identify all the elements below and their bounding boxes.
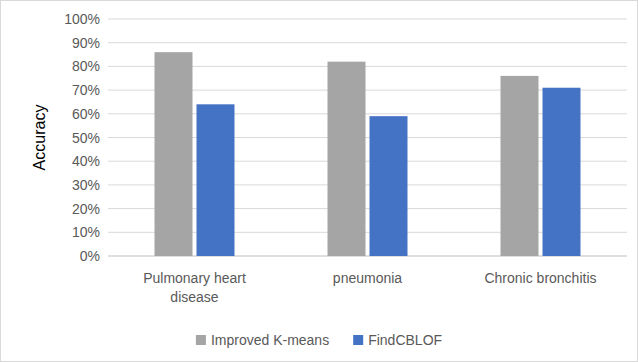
y-tick-label: 90%	[72, 35, 100, 51]
y-tick-label: 100%	[64, 11, 100, 27]
bar	[197, 104, 235, 256]
y-tick-label: 80%	[72, 58, 100, 74]
y-tick-label: 60%	[72, 106, 100, 122]
grid-line	[108, 19, 627, 20]
y-tick-label: 50%	[72, 130, 100, 146]
legend: Improved K-means FindCBLOF	[196, 332, 442, 348]
x-tick-line: disease	[170, 289, 218, 305]
legend-swatch	[353, 335, 363, 345]
y-tick-label: 10%	[72, 224, 100, 240]
bars	[155, 52, 581, 256]
bar	[155, 52, 193, 256]
y-tick-label: 30%	[72, 177, 100, 193]
y-axis-label: Accuracy	[31, 105, 48, 171]
chart-border	[1, 1, 638, 362]
x-tick-line: Pulmonary heart	[143, 270, 246, 286]
x-tick-line: pneumonia	[333, 270, 402, 286]
y-tick-label: 40%	[72, 153, 100, 169]
legend-swatch	[196, 335, 206, 345]
grid-line	[108, 42, 627, 43]
x-tick-line: Chronic bronchitis	[484, 270, 596, 286]
chart: 0% 10% 20% 30% 40% 50% 60% 70% 80% 90% 100% Accurac…	[0, 0, 638, 362]
bar	[543, 88, 581, 256]
y-tick-label: 70%	[72, 82, 100, 98]
x-tick-label: Chronic bronchitis	[484, 270, 596, 286]
x-tick-label: pneumonia	[333, 270, 402, 286]
x-tick-label: Pulmonary heart disease	[143, 270, 246, 305]
bar	[370, 116, 408, 256]
bar	[501, 76, 539, 256]
legend-label: FindCBLOF	[368, 332, 442, 348]
y-tick-label: 20%	[72, 201, 100, 217]
legend-label: Improved K-means	[211, 332, 329, 348]
y-tick-label: 0%	[80, 248, 100, 264]
bar	[328, 62, 366, 256]
